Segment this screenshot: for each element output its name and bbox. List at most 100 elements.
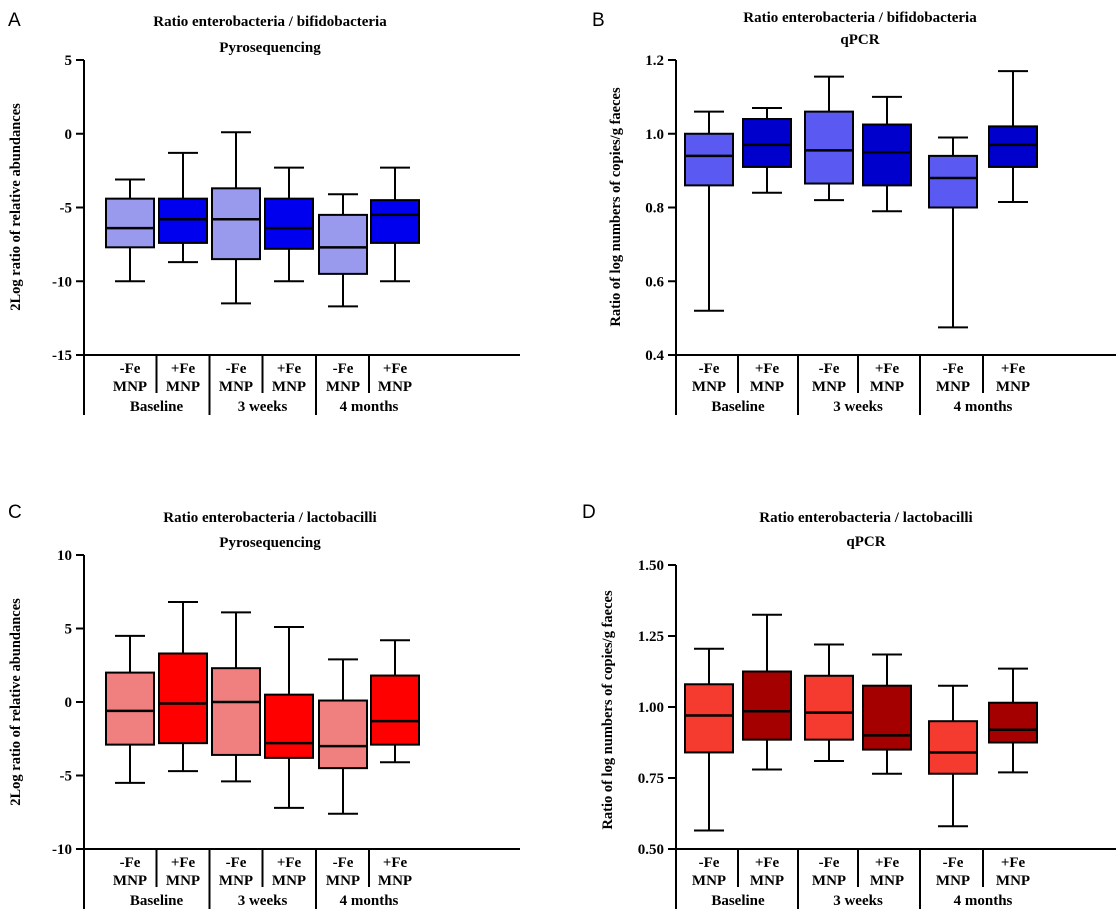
category-label: +Fe — [1001, 855, 1026, 871]
category-label: -Fe — [120, 855, 141, 871]
chart-area: 10 5 0 -5 -10 2Log ratio of relative abundanc… — [8, 548, 520, 909]
category-label: +Fe — [383, 855, 408, 871]
category-label: +Fe — [875, 361, 900, 377]
category-label: MNP — [113, 873, 147, 889]
y-tick-label: -5 — [60, 769, 73, 785]
group-label: 3 weeks — [238, 893, 288, 909]
panel-letter: D — [582, 502, 596, 523]
category-label: MNP — [378, 379, 412, 395]
box — [742, 670, 792, 741]
box — [264, 197, 314, 250]
y-tick-label: 10 — [57, 548, 72, 564]
y-tick-label: 0.8 — [645, 201, 664, 217]
y-tick-label: -10 — [52, 274, 72, 290]
box — [862, 684, 912, 751]
category-label: MNP — [326, 379, 360, 395]
y-tick-label: 1.0 — [645, 127, 664, 143]
box — [684, 683, 734, 754]
box — [318, 213, 368, 275]
category-label: -Fe — [333, 361, 354, 377]
panel-b: B Ratio enterobacteria / bifidobacteria … — [592, 10, 1116, 415]
category-label: MNP — [870, 379, 904, 395]
group-label: 4 months — [954, 893, 1013, 909]
box — [318, 699, 368, 770]
category-label: MNP — [936, 873, 970, 889]
box — [264, 693, 314, 759]
y-tick-label: -5 — [60, 201, 73, 217]
box — [804, 674, 854, 741]
category-label: MNP — [996, 379, 1030, 395]
y-tick-label: -15 — [52, 348, 72, 364]
group-label: 4 months — [954, 399, 1013, 415]
category-label: +Fe — [277, 361, 302, 377]
group-label: 4 months — [340, 893, 399, 909]
box — [804, 110, 854, 185]
box — [105, 197, 155, 249]
y-tick-label: 1.2 — [645, 53, 664, 69]
category-label: -Fe — [226, 855, 247, 871]
category-label: +Fe — [171, 361, 196, 377]
category-label: -Fe — [699, 855, 720, 871]
box — [684, 132, 734, 187]
category-label: -Fe — [120, 361, 141, 377]
category-label: -Fe — [943, 361, 964, 377]
category-label: +Fe — [755, 855, 780, 871]
chart-subtitle: Pyrosequencing — [219, 40, 321, 56]
chart-title: Ratio enterobacteria / lactobacilli — [759, 510, 972, 526]
category-label: MNP — [166, 873, 200, 889]
category-label: -Fe — [943, 855, 964, 871]
group-label: 3 weeks — [833, 893, 883, 909]
box — [928, 154, 978, 209]
y-tick-label: 1.50 — [638, 558, 664, 574]
y-axis-label: Ratio of log numbers of copies/g faeces — [600, 590, 616, 830]
panel-letter: A — [8, 10, 21, 31]
y-axis-label: 2Log ratio of relative abundances — [8, 598, 24, 806]
category-label: +Fe — [755, 361, 780, 377]
chart-title: Ratio enterobacteria / bifidobacteria — [153, 14, 387, 30]
chart-subtitle: Pyrosequencing — [219, 535, 321, 551]
group-label: Baseline — [130, 399, 184, 415]
group-label: 4 months — [340, 399, 399, 415]
category-label: MNP — [272, 873, 306, 889]
category-label: MNP — [219, 873, 253, 889]
panel-a: A Ratio enterobacteria / bifidobacteria … — [8, 10, 520, 415]
category-label: MNP — [812, 873, 846, 889]
box — [928, 720, 978, 775]
y-axis-label: 2Log ratio of relative abundances — [8, 103, 24, 311]
chart-title: Ratio enterobacteria / lactobacilli — [163, 510, 376, 526]
y-tick-label: 0 — [65, 127, 73, 143]
group-label: 3 weeks — [833, 399, 883, 415]
category-label: +Fe — [277, 855, 302, 871]
category-label: MNP — [996, 873, 1030, 889]
category-label: +Fe — [383, 361, 408, 377]
group-label: Baseline — [711, 399, 765, 415]
group-label: Baseline — [711, 893, 765, 909]
category-label: MNP — [378, 873, 412, 889]
panel-d: D Ratio enterobacteria / lactobacilli qP… — [582, 502, 1116, 909]
chart-area: 5 0 -5 -10 -15 2Log ratio of relative abundan… — [8, 53, 520, 415]
chart-subtitle: qPCR — [840, 32, 879, 48]
chart-area: 1.50 1.25 1.00 0.75 0.50 Ratio of log numbers… — [600, 558, 1116, 909]
category-label: -Fe — [333, 855, 354, 871]
y-tick-label: 0.6 — [645, 274, 664, 290]
y-tick-label: 0.4 — [645, 348, 664, 364]
box — [211, 187, 261, 261]
category-label: MNP — [870, 873, 904, 889]
panel-c: C Ratio enterobacteria / lactobacilli Py… — [8, 502, 520, 909]
panel-letter: B — [592, 10, 605, 31]
group-label: 3 weeks — [238, 399, 288, 415]
category-label: MNP — [219, 379, 253, 395]
y-tick-label: 5 — [65, 53, 73, 69]
box — [742, 118, 792, 168]
category-label: MNP — [113, 379, 147, 395]
chart-area: 1.2 1.0 0.8 0.6 0.4 Ratio of log numbers of c… — [608, 53, 1116, 415]
y-tick-label: -10 — [52, 842, 72, 858]
y-axis-label: Ratio of log numbers of copies/g faeces — [608, 87, 624, 327]
y-tick-label: 1.00 — [638, 700, 664, 716]
box — [370, 674, 420, 746]
box — [862, 123, 912, 187]
category-label: MNP — [936, 379, 970, 395]
box — [370, 199, 420, 244]
y-tick-label: 1.25 — [638, 629, 664, 645]
